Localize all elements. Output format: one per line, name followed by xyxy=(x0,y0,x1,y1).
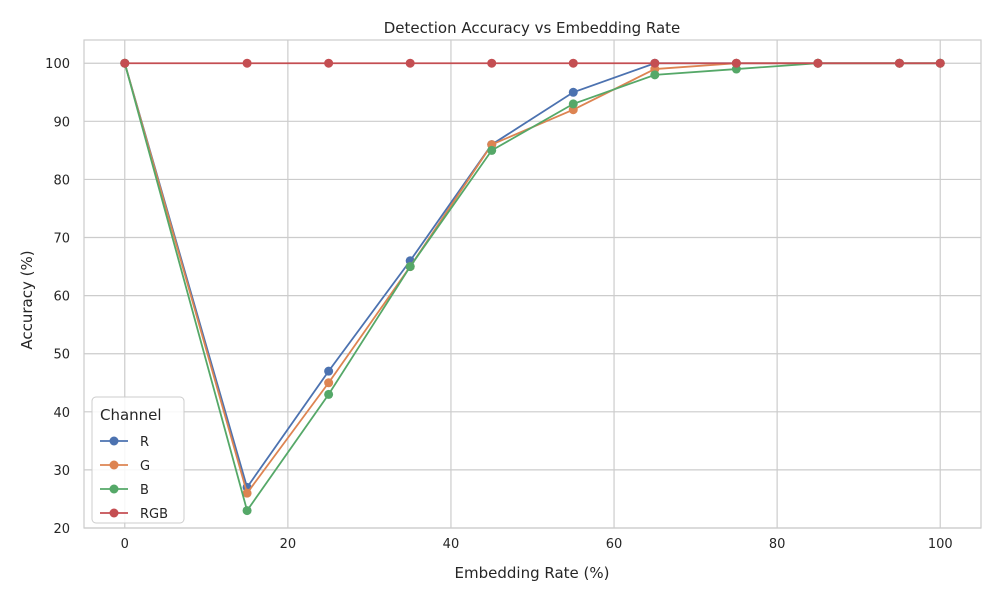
legend-item: RGB xyxy=(100,507,168,522)
y-tick-label: 80 xyxy=(53,173,70,188)
data-point xyxy=(650,70,660,80)
x-tick-label: 20 xyxy=(280,537,297,552)
series-rgb xyxy=(120,58,945,68)
series-g xyxy=(120,58,945,498)
grid xyxy=(84,40,981,529)
y-tick-label: 100 xyxy=(45,57,70,72)
data-point xyxy=(813,58,823,68)
data-point xyxy=(324,58,334,68)
data-point xyxy=(568,87,578,97)
legend-title: Channel xyxy=(100,406,162,424)
legend-item: B xyxy=(100,483,149,498)
y-tick-label: 20 xyxy=(53,522,70,537)
legend-swatch-marker xyxy=(109,460,119,470)
x-tick-label: 0 xyxy=(121,537,129,552)
data-point xyxy=(935,58,945,68)
y-tick-label: 90 xyxy=(53,115,70,130)
legend-label: R xyxy=(140,435,149,450)
data-point xyxy=(650,58,660,68)
data-point xyxy=(242,506,252,516)
y-tick-label: 30 xyxy=(53,464,70,479)
chart-title: Detection Accuracy vs Embedding Rate xyxy=(384,19,681,37)
data-point xyxy=(324,378,334,388)
data-point xyxy=(894,58,904,68)
data-point xyxy=(731,58,741,68)
y-tick-label: 60 xyxy=(53,290,70,305)
x-tick-label: 40 xyxy=(443,537,460,552)
x-tick-label: 80 xyxy=(769,537,786,552)
plot-frame xyxy=(83,39,982,529)
y-tick-label: 70 xyxy=(53,232,70,247)
legend-item: R xyxy=(100,435,149,450)
data-point xyxy=(242,58,252,68)
data-point xyxy=(120,58,130,68)
legend-label: RGB xyxy=(140,507,168,522)
data-point xyxy=(405,58,415,68)
x-tick-label: 100 xyxy=(928,537,953,552)
y-tick-label: 50 xyxy=(53,348,70,363)
data-point xyxy=(568,99,578,109)
tick-labels: 0 20 40 60 80 100 20 30 40 50 60 70 80 90 100 xyxy=(45,57,952,552)
y-axis-label: Accuracy (%) xyxy=(18,250,36,349)
legend: Channel RGB RGB xyxy=(91,396,185,524)
x-axis-label: Embedding Rate (%) xyxy=(455,564,610,582)
data-point xyxy=(324,389,334,399)
legend-swatch-marker xyxy=(109,436,119,446)
data-point xyxy=(568,58,578,68)
y-tick-label: 40 xyxy=(53,406,70,421)
legend-item: G xyxy=(100,459,150,474)
data-point xyxy=(487,145,497,155)
legend-swatch-marker xyxy=(109,508,119,518)
data-point xyxy=(405,262,415,272)
data-point xyxy=(324,366,334,376)
legend-label: G xyxy=(140,459,150,474)
series xyxy=(120,58,945,516)
legend-swatch-marker xyxy=(109,484,119,494)
legend-label: B xyxy=(140,483,149,498)
series-r xyxy=(120,58,945,492)
series-b xyxy=(120,58,945,516)
series-line xyxy=(123,62,941,513)
data-point xyxy=(242,488,252,498)
x-tick-label: 60 xyxy=(606,537,623,552)
data-point xyxy=(487,58,497,68)
